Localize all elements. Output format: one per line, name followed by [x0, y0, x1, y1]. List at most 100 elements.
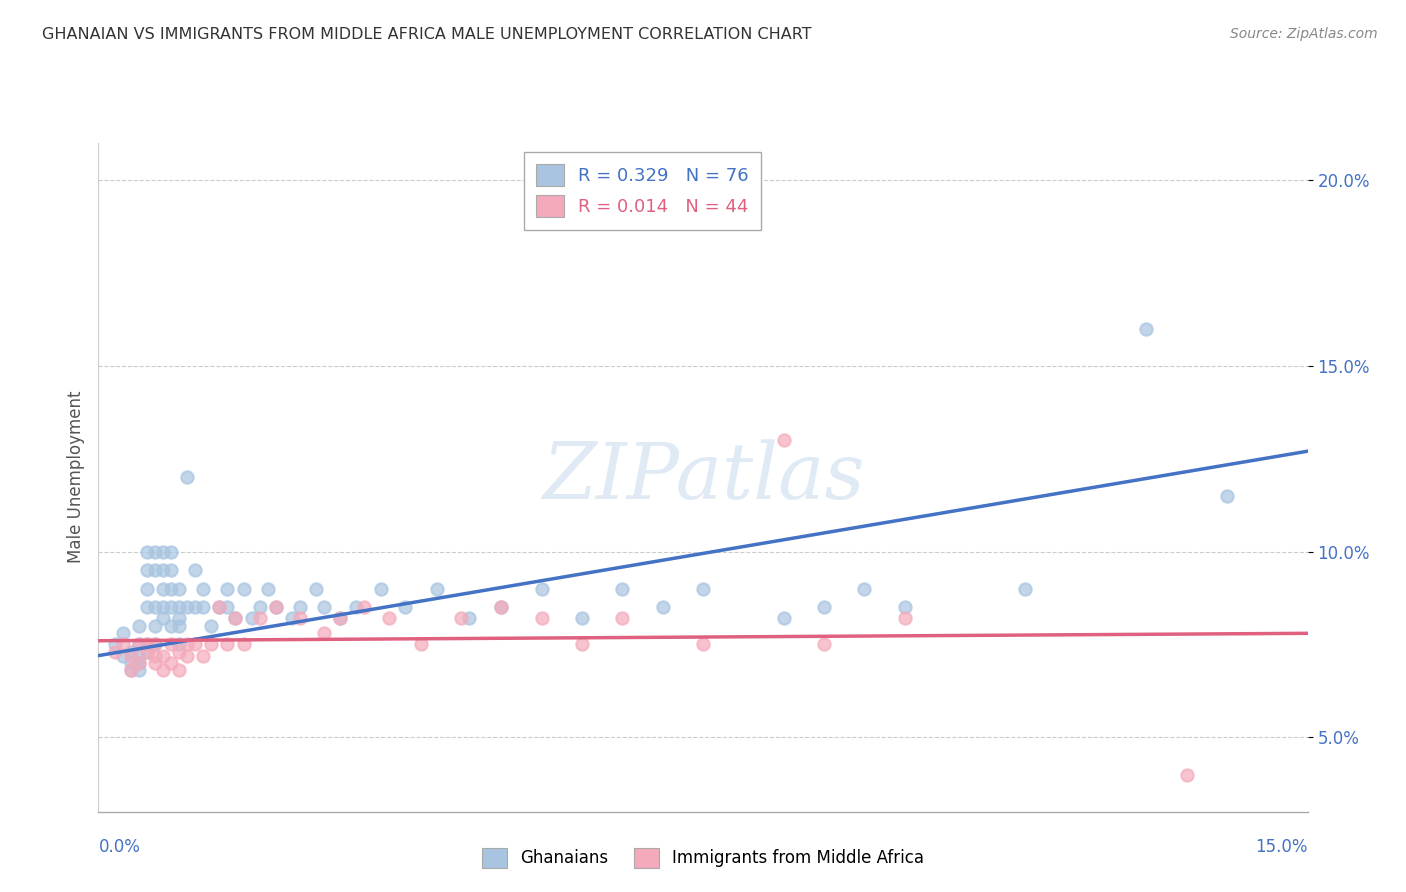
Point [184, 637, 207, 651]
Point [329, 611, 352, 625]
Point [772, 433, 794, 447]
Text: 15.0%: 15.0% [1256, 838, 1308, 856]
Point [143, 648, 166, 663]
Point [530, 611, 553, 625]
Point [1014, 582, 1036, 596]
Point [167, 637, 190, 651]
Point [193, 582, 215, 596]
Point [111, 637, 134, 651]
Point [426, 582, 449, 596]
Point [135, 563, 157, 577]
Point [288, 611, 311, 625]
Point [450, 611, 472, 625]
Point [160, 656, 183, 670]
Point [571, 637, 593, 651]
Point [152, 648, 174, 663]
Point [651, 600, 673, 615]
Point [143, 637, 166, 651]
Point [128, 637, 150, 651]
Point [128, 637, 150, 651]
Point [458, 611, 481, 625]
Point [329, 611, 352, 625]
Point [176, 637, 198, 651]
Text: 0.0%: 0.0% [98, 838, 141, 856]
Point [893, 600, 915, 615]
Point [200, 637, 222, 651]
Point [344, 600, 367, 615]
Point [176, 600, 198, 615]
Point [167, 611, 190, 625]
Point [232, 637, 254, 651]
Point [1216, 489, 1239, 503]
Point [530, 582, 553, 596]
Point [167, 619, 190, 633]
Point [143, 656, 166, 670]
Point [143, 600, 166, 615]
Point [167, 664, 190, 678]
Point [264, 600, 287, 615]
Point [120, 664, 142, 678]
Point [128, 648, 150, 663]
Point [103, 637, 125, 651]
Point [143, 544, 166, 558]
Y-axis label: Male Unemployment: Male Unemployment [66, 391, 84, 564]
Point [370, 582, 392, 596]
Point [135, 637, 157, 651]
Point [224, 611, 246, 625]
Legend: Ghanaians, Immigrants from Middle Africa: Ghanaians, Immigrants from Middle Africa [475, 841, 931, 875]
Point [184, 600, 207, 615]
Point [217, 637, 239, 651]
Point [160, 619, 183, 633]
Point [111, 626, 134, 640]
Point [256, 582, 278, 596]
Point [772, 611, 794, 625]
Point [152, 611, 174, 625]
Point [224, 611, 246, 625]
Legend: R = 0.329   N = 76, R = 0.014   N = 44: R = 0.329 N = 76, R = 0.014 N = 44 [524, 152, 761, 230]
Point [612, 582, 634, 596]
Point [128, 664, 150, 678]
Point [305, 582, 328, 596]
Point [167, 645, 190, 659]
Point [853, 582, 876, 596]
Point [193, 648, 215, 663]
Text: GHANAIAN VS IMMIGRANTS FROM MIDDLE AFRICA MALE UNEMPLOYMENT CORRELATION CHART: GHANAIAN VS IMMIGRANTS FROM MIDDLE AFRIC… [42, 27, 811, 42]
Point [111, 648, 134, 663]
Point [1175, 767, 1198, 781]
Point [217, 600, 239, 615]
Point [160, 582, 183, 596]
Point [143, 637, 166, 651]
Point [128, 619, 150, 633]
Point [120, 664, 142, 678]
Point [160, 544, 183, 558]
Point [692, 637, 714, 651]
Point [394, 600, 416, 615]
Point [184, 563, 207, 577]
Point [264, 600, 287, 615]
Point [1135, 321, 1157, 335]
Point [152, 563, 174, 577]
Point [128, 656, 150, 670]
Point [135, 582, 157, 596]
Point [160, 600, 183, 615]
Point [612, 611, 634, 625]
Text: Source: ZipAtlas.com: Source: ZipAtlas.com [1230, 27, 1378, 41]
Point [813, 637, 835, 651]
Point [176, 470, 198, 484]
Point [160, 637, 183, 651]
Point [167, 582, 190, 596]
Point [135, 600, 157, 615]
Point [143, 563, 166, 577]
Point [200, 619, 222, 633]
Point [692, 582, 714, 596]
Point [571, 611, 593, 625]
Point [152, 544, 174, 558]
Point [135, 645, 157, 659]
Point [491, 600, 513, 615]
Point [160, 563, 183, 577]
Point [249, 600, 271, 615]
Point [893, 611, 915, 625]
Point [813, 600, 835, 615]
Point [152, 582, 174, 596]
Point [120, 656, 142, 670]
